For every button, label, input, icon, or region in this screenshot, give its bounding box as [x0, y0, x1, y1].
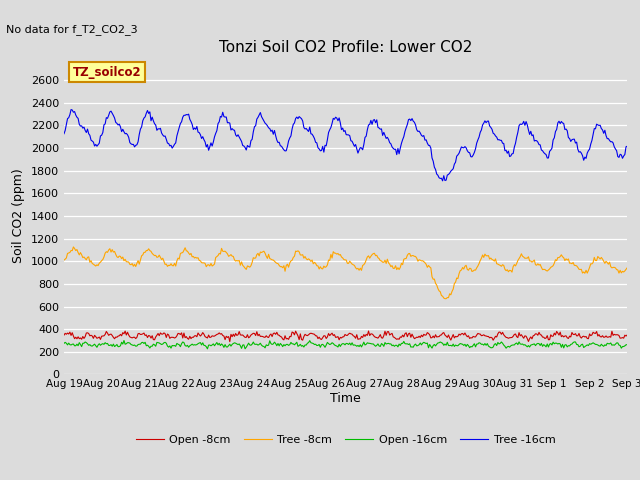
Tree -8cm: [403, 252, 411, 258]
Tree -8cm: [476, 258, 484, 264]
Open -8cm: [574, 333, 582, 339]
Tree -16cm: [623, 144, 631, 149]
Tree -16cm: [476, 130, 484, 135]
Tree -8cm: [623, 265, 631, 271]
Open -8cm: [60, 332, 68, 338]
Open -16cm: [300, 344, 308, 350]
Open -8cm: [476, 331, 484, 337]
Open -16cm: [237, 346, 245, 351]
Text: No data for f_T2_CO2_3: No data for f_T2_CO2_3: [6, 24, 138, 35]
Tree -8cm: [299, 252, 307, 258]
X-axis label: Time: Time: [330, 392, 361, 405]
Open -16cm: [60, 340, 68, 346]
Open -16cm: [476, 340, 484, 346]
Open -8cm: [365, 328, 372, 334]
Text: TZ_soilco2: TZ_soilco2: [72, 66, 141, 79]
Tree -8cm: [376, 258, 384, 264]
Tree -16cm: [237, 136, 244, 142]
Tree -16cm: [403, 121, 411, 127]
Tree -16cm: [439, 178, 447, 184]
Tree -8cm: [237, 263, 244, 268]
Line: Tree -8cm: Tree -8cm: [64, 247, 627, 299]
Tree -16cm: [376, 126, 384, 132]
Open -8cm: [226, 339, 234, 345]
Line: Tree -16cm: Tree -16cm: [64, 109, 627, 181]
Tree -8cm: [441, 296, 449, 301]
Open -8cm: [623, 332, 631, 338]
Open -16cm: [404, 342, 412, 348]
Open -16cm: [574, 342, 582, 348]
Tree -8cm: [70, 244, 77, 250]
Open -8cm: [404, 331, 412, 336]
Tree -16cm: [60, 131, 68, 137]
Open -8cm: [237, 332, 244, 338]
Tree -16cm: [574, 146, 582, 152]
Tree -8cm: [574, 264, 582, 270]
Open -8cm: [299, 337, 307, 343]
Open -16cm: [204, 346, 211, 352]
Open -16cm: [378, 341, 385, 347]
Legend: Open -8cm, Tree -8cm, Open -16cm, Tree -16cm: Open -8cm, Tree -8cm, Open -16cm, Tree -…: [131, 431, 560, 450]
Tree -16cm: [299, 118, 307, 124]
Open -8cm: [378, 335, 385, 341]
Tree -8cm: [60, 257, 68, 263]
Open -16cm: [623, 342, 631, 348]
Line: Open -16cm: Open -16cm: [64, 340, 627, 349]
Tree -16cm: [67, 107, 75, 112]
Title: Tonzi Soil CO2 Profile: Lower CO2: Tonzi Soil CO2 Profile: Lower CO2: [219, 40, 472, 55]
Y-axis label: Soil CO2 (ppm): Soil CO2 (ppm): [12, 168, 26, 264]
Open -16cm: [120, 337, 128, 343]
Line: Open -8cm: Open -8cm: [64, 331, 627, 342]
